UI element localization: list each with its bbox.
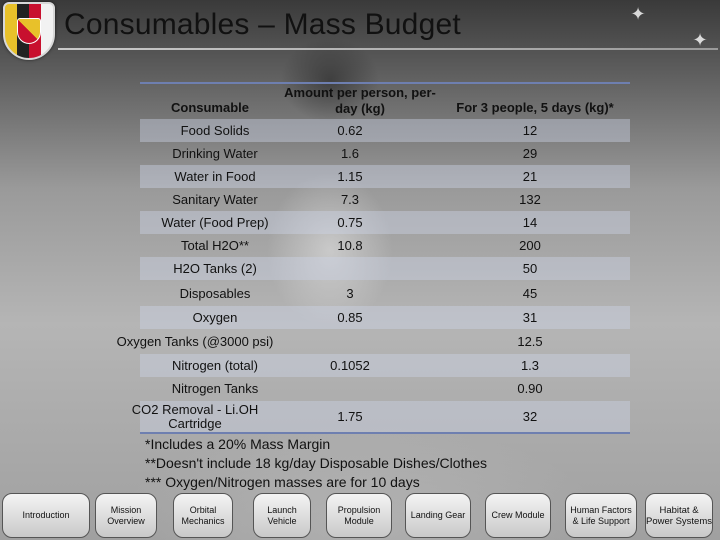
nav-landing-gear-button[interactable]: Landing Gear [405,493,471,538]
table-row: Water in Food 1.15 21 [140,165,630,188]
cell-total: 0.90 [517,381,543,396]
nav-crew-module-button[interactable]: Crew Module [485,493,551,538]
table-row: Food Solids 0.62 12 [140,119,630,142]
cell-consumable: Food Solids [180,123,250,138]
footnote: *** Oxygen/Nitrogen masses are for 10 da… [145,474,420,490]
cell-consumable: Drinking Water [172,146,258,161]
cell-total: 31 [522,310,538,325]
nav-human-factors-button[interactable]: Human Factors & Life Support [565,493,637,538]
table-row: Oxygen 0.85 31 [140,306,630,329]
cell-total: 12.5 [517,334,543,349]
table-row: Water (Food Prep) 0.75 14 [140,211,630,234]
cell-per-person: 10.8 [337,238,363,253]
cell-consumable: H2O Tanks (2) [173,261,257,276]
cell-consumable: Nitrogen Tanks [171,381,259,396]
page-title: Consumables – Mass Budget [64,8,461,41]
table-row: Disposables 3 45 [140,282,630,305]
star-icon: ✦ [692,30,708,50]
nav-launch-vehicle-button[interactable]: Launch Vehicle [253,493,311,538]
cell-consumable: Nitrogen (total) [172,358,258,373]
cell-total: 12 [522,123,538,138]
cell-total: 200 [519,238,541,253]
cell-consumable: Disposables [179,286,251,301]
nav-mission-overview-button[interactable]: Mission Overview [95,493,157,538]
table-row: H2O Tanks (2) 50 [140,257,630,280]
nav-habitat-power-button[interactable]: Habitat & Power Systems [645,493,713,538]
title-divider [58,48,718,50]
cell-per-person: 0.62 [337,123,363,138]
cell-total: 45 [522,286,538,301]
table-row: Nitrogen (total) 0.1052 1.3 [140,354,630,377]
footnote: *Includes a 20% Mass Margin [145,436,331,452]
table-row: Total H2O** 10.8 200 [140,234,630,257]
header-per-person: Amount per person, per-day (kg) [284,85,436,116]
cell-total: 14 [522,215,538,230]
cell-per-person: 0.1052 [330,358,370,373]
header-consumable: Consumable [170,100,249,115]
cell-total: 32 [522,409,538,424]
cell-consumable: Oxygen Tanks (@3000 psi) [116,334,274,349]
mass-budget-table: Consumable Amount per person, per-day (k… [117,82,630,434]
section-navigation: Introduction Mission Overview Orbital Me… [0,493,720,540]
footnotes: *Includes a 20% Mass Margin **Doesn't in… [145,435,665,492]
table-top-rule [140,82,630,84]
cell-consumable: CO2 Removal - Li.OH Cartridge [131,401,259,431]
footnote: **Doesn't include 18 kg/day Disposable D… [145,455,487,471]
table-row: CO2 Removal - Li.OH Cartridge 1.75 32 [132,401,630,432]
cell-per-person: 1.15 [337,169,363,184]
cell-per-person: 0.85 [337,310,363,325]
cell-per-person: 1.75 [337,409,363,424]
cell-consumable: Sanitary Water [172,192,258,207]
table-row: Nitrogen Tanks 0.90 [140,377,630,400]
table-bottom-rule [140,432,630,434]
nav-propulsion-module-button[interactable]: Propulsion Module [326,493,392,538]
nav-orbital-mechanics-button[interactable]: Orbital Mechanics [173,493,233,538]
cell-total: 132 [519,192,541,207]
header-total: For 3 people, 5 days (kg)* [456,100,614,115]
university-seal-logo [3,2,55,60]
cell-consumable: Water in Food [174,169,256,184]
cell-consumable: Oxygen [192,310,238,325]
cell-per-person: 0.75 [337,215,363,230]
cell-total: 29 [522,146,538,161]
nav-introduction-button[interactable]: Introduction [2,493,90,538]
table-row: Drinking Water 1.6 29 [140,142,630,165]
cell-total: 50 [522,261,538,276]
cell-consumable: Water (Food Prep) [161,215,269,230]
table-row: Sanitary Water 7.3 132 [140,188,630,211]
cell-consumable: Total H2O** [181,238,249,253]
cell-per-person: 7.3 [340,192,360,207]
cell-total: 21 [522,169,538,184]
cell-per-person: 3 [346,286,354,301]
table-row: Oxygen Tanks (@3000 psi) 12.5 [117,330,630,353]
seal-emblem [17,18,41,44]
star-icon: ✦ [630,4,646,24]
cell-total: 1.3 [520,358,540,373]
cell-per-person: 1.6 [340,146,360,161]
